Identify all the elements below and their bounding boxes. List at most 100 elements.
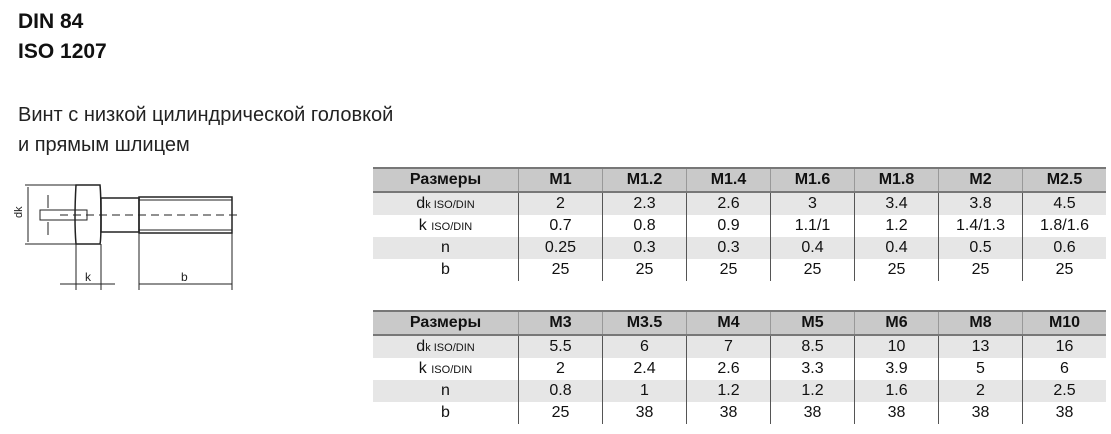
- cell-dk: 3: [770, 192, 855, 215]
- dk-label: dk: [13, 206, 25, 218]
- table-row: b 25 25 25 25 25 25 25: [373, 259, 1106, 281]
- row-label-subscript: k ISO/DIN: [425, 199, 475, 211]
- size-header: M1: [518, 167, 603, 193]
- dimensions-table-1: Размеры M1 M1.2 M1.4 M1.6 M1.8 M2 M2.5 dk ISO/DI…: [373, 167, 1106, 281]
- row-label-subscript: k ISO/DIN: [425, 342, 475, 354]
- cell-dk: 16: [1022, 335, 1106, 358]
- row-label-dk: dk ISO/DIN: [373, 335, 519, 358]
- row-label-main: k: [418, 217, 427, 234]
- row-label-header: Размеры: [373, 310, 519, 336]
- cell-k: 0.9: [686, 215, 771, 237]
- cell-dk: 10: [854, 335, 939, 358]
- standard-din: DIN 84: [18, 10, 84, 33]
- cell-k: 5: [938, 358, 1023, 380]
- cell-n: 0.4: [770, 237, 855, 259]
- cell-b: 25: [686, 259, 771, 281]
- cell-n: 0.4: [854, 237, 939, 259]
- table-row: b 25 38 38 38 38 38 38: [373, 402, 1106, 424]
- size-header: M10: [1022, 310, 1106, 336]
- size-header: M4: [686, 310, 771, 336]
- cell-k: 6: [1022, 358, 1106, 380]
- cell-dk: 6: [602, 335, 687, 358]
- cell-dk: 2.6: [686, 192, 771, 215]
- row-label-header: Размеры: [373, 167, 519, 193]
- cell-k: 1.4/1.3: [938, 215, 1023, 237]
- table-row: n 0.25 0.3 0.3 0.4 0.4 0.5 0.6: [373, 237, 1106, 259]
- cell-b: 38: [770, 402, 855, 424]
- cell-k: 2.4: [602, 358, 687, 380]
- standard-iso: ISO 1207: [18, 40, 107, 63]
- size-header: M1.2: [602, 167, 687, 193]
- table-row: k ISO/DIN 0.7 0.8 0.9 1.1/1 1.2 1.4/1.3 1.8/1.6: [373, 215, 1106, 237]
- cell-n: 0.25: [518, 237, 603, 259]
- cell-b: 25: [518, 402, 603, 424]
- cell-k: 1.8/1.6: [1022, 215, 1106, 237]
- cell-dk: 7: [686, 335, 771, 358]
- cell-n: 2: [938, 380, 1023, 402]
- cell-k: 1.2: [854, 215, 939, 237]
- description-line-1: Винт с низкой цилиндрической головкой: [18, 104, 394, 126]
- cell-b: 25: [938, 259, 1023, 281]
- size-header: M8: [938, 310, 1023, 336]
- cell-k: 0.7: [518, 215, 603, 237]
- b-label: b: [181, 270, 188, 284]
- cell-dk: 3.8: [938, 192, 1023, 215]
- row-label-subscript: ISO/DIN: [431, 221, 473, 233]
- cell-b: 25: [602, 259, 687, 281]
- cell-dk: 13: [938, 335, 1023, 358]
- cell-dk: 3.4: [854, 192, 939, 215]
- cell-dk: 2.3: [602, 192, 687, 215]
- dimensions-table-2: Размеры M3 M3.5 M4 M5 M6 M8 M10 dk ISO/DIN 5.5 6 7 8…: [373, 310, 1106, 424]
- row-label-b: b: [441, 404, 450, 421]
- size-header: M2: [938, 167, 1023, 193]
- row-label-main: d: [416, 338, 426, 355]
- cell-b: 38: [602, 402, 687, 424]
- size-header: M2.5: [1022, 167, 1106, 193]
- table-row: n 0.8 1 1.2 1.2 1.6 2 2.5: [373, 380, 1106, 402]
- cell-k: 3.9: [854, 358, 939, 380]
- table-row: dk ISO/DIN 5.5 6 7 8.5 10 13 16: [373, 335, 1106, 358]
- cell-n: 1.2: [686, 380, 771, 402]
- cell-n: 0.6: [1022, 237, 1106, 259]
- screw-drawing: dk k b: [13, 184, 240, 290]
- cell-n: 1.2: [770, 380, 855, 402]
- row-label-k: k ISO/DIN: [373, 358, 519, 380]
- size-header: M3: [518, 310, 603, 336]
- row-label-dk: dk ISO/DIN: [373, 192, 519, 215]
- cell-b: 25: [854, 259, 939, 281]
- row-label-n: n: [373, 237, 519, 259]
- row-label-subscript: ISO/DIN: [431, 364, 473, 376]
- table-row: dk ISO/DIN 2 2.3 2.6 3 3.4 3.8 4.5: [373, 192, 1106, 215]
- cell-b: 25: [518, 259, 603, 281]
- header-row: Размеры M1 M1.2 M1.4 M1.6 M1.8 M2 M2.5: [373, 167, 1106, 193]
- cell-n: 0.3: [602, 237, 687, 259]
- k-label: k: [85, 270, 92, 284]
- cell-dk: 5.5: [518, 335, 603, 358]
- cell-b: 25: [770, 259, 855, 281]
- row-label-b: b: [441, 261, 450, 278]
- size-header: M3.5: [602, 310, 687, 336]
- size-header: M1.6: [770, 167, 855, 193]
- size-header: M1.8: [854, 167, 939, 193]
- row-label-main: d: [416, 195, 426, 212]
- size-header: M5: [770, 310, 855, 336]
- cell-b: 38: [938, 402, 1023, 424]
- cell-dk: 8.5: [770, 335, 855, 358]
- description: Винт с низкой цилиндрической головкой и …: [18, 100, 393, 160]
- row-label-k: k ISO/DIN: [373, 215, 519, 237]
- cell-b: 38: [686, 402, 771, 424]
- cell-n: 0.8: [518, 380, 603, 402]
- cell-dk: 2: [518, 192, 603, 215]
- cell-k: 0.8: [602, 215, 687, 237]
- cell-dk: 4.5: [1022, 192, 1106, 215]
- cell-n: 2.5: [1022, 380, 1106, 402]
- cell-n: 0.3: [686, 237, 771, 259]
- cell-b: 38: [1022, 402, 1106, 424]
- cell-b: 38: [854, 402, 939, 424]
- size-header: M1.4: [686, 167, 771, 193]
- cell-k: 3.3: [770, 358, 855, 380]
- cell-n: 1.6: [854, 380, 939, 402]
- cell-k: 1.1/1: [770, 215, 855, 237]
- header-row: Размеры M3 M3.5 M4 M5 M6 M8 M10: [373, 310, 1106, 336]
- cell-k: 2.6: [686, 358, 771, 380]
